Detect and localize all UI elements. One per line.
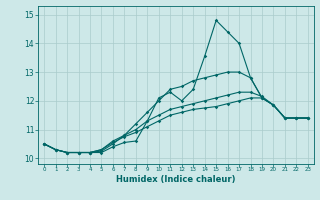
X-axis label: Humidex (Indice chaleur): Humidex (Indice chaleur) bbox=[116, 175, 236, 184]
